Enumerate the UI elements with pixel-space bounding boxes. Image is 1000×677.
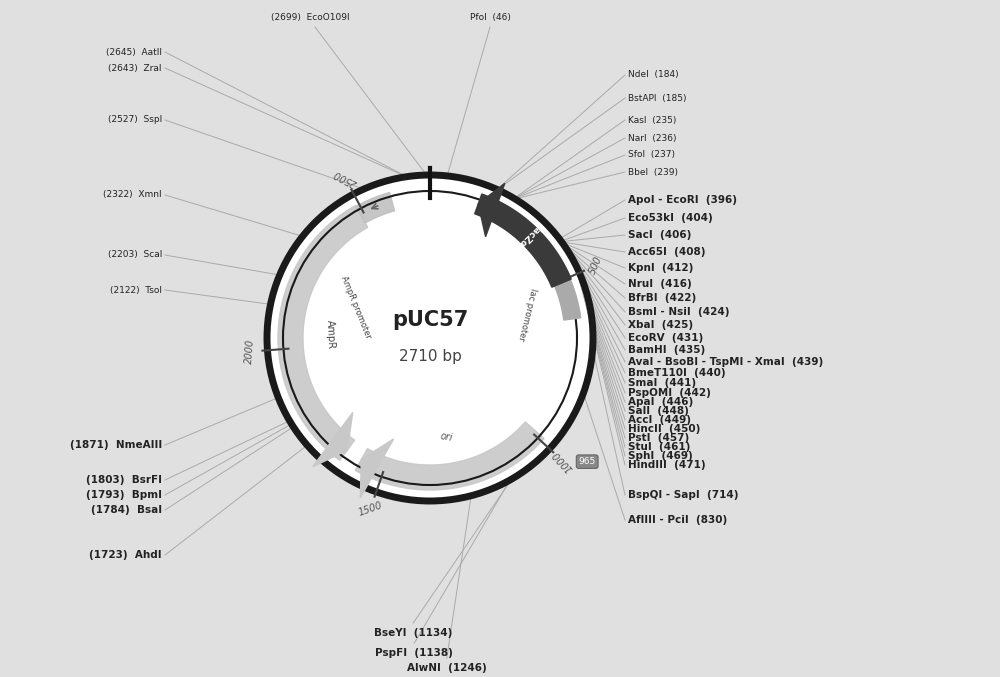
- Text: BspQI - SapI  (714): BspQI - SapI (714): [628, 490, 738, 500]
- Text: BstAPI  (185): BstAPI (185): [628, 93, 686, 102]
- Polygon shape: [478, 183, 505, 237]
- Polygon shape: [355, 422, 544, 490]
- Text: (2699)  EcoO109I: (2699) EcoO109I: [271, 13, 349, 22]
- Text: PspFI  (1138): PspFI (1138): [375, 648, 453, 658]
- Text: HincII  (450): HincII (450): [628, 424, 700, 434]
- Text: NarI  (236): NarI (236): [628, 133, 676, 142]
- Text: 500: 500: [588, 255, 604, 276]
- Text: PstI  (457): PstI (457): [628, 433, 689, 443]
- Text: SalI  (448): SalI (448): [628, 406, 689, 416]
- Text: (2122)  TsoI: (2122) TsoI: [110, 286, 162, 294]
- Text: ori: ori: [439, 431, 454, 443]
- Text: AlwNI  (1246): AlwNI (1246): [407, 663, 487, 673]
- Text: pUC57: pUC57: [392, 310, 468, 330]
- Text: StuI  (461): StuI (461): [628, 442, 690, 452]
- Polygon shape: [278, 206, 368, 460]
- Text: Eco53kI  (404): Eco53kI (404): [628, 213, 713, 223]
- Text: ApoI - EcoRI  (396): ApoI - EcoRI (396): [628, 195, 737, 205]
- Text: (1793)  BpmI: (1793) BpmI: [86, 490, 162, 500]
- Text: BseYI  (1134): BseYI (1134): [374, 628, 452, 638]
- Text: EcoRV  (431): EcoRV (431): [628, 333, 703, 343]
- Polygon shape: [356, 192, 395, 223]
- Text: (2645)  AatII: (2645) AatII: [106, 47, 162, 56]
- Text: PfoI  (46): PfoI (46): [470, 13, 510, 22]
- Text: AmpR promoter: AmpR promoter: [339, 275, 373, 341]
- Text: (1784)  BsaI: (1784) BsaI: [91, 505, 162, 515]
- Text: KasI  (235): KasI (235): [628, 116, 676, 125]
- Text: (1723)  AhdI: (1723) AhdI: [89, 550, 162, 560]
- Text: BfrBI  (422): BfrBI (422): [628, 293, 696, 303]
- Text: Acc65I  (408): Acc65I (408): [628, 247, 706, 257]
- Polygon shape: [313, 412, 353, 466]
- Text: BmeT110I  (440): BmeT110I (440): [628, 368, 726, 378]
- Text: AmpR: AmpR: [324, 319, 336, 349]
- Text: BamHI  (435): BamHI (435): [628, 345, 705, 355]
- Text: KpnI  (412): KpnI (412): [628, 263, 693, 273]
- Text: lac promoter: lac promoter: [516, 287, 538, 342]
- Polygon shape: [475, 194, 571, 287]
- Text: AvaI - BsoBI - TspMI - XmaI  (439): AvaI - BsoBI - TspMI - XmaI (439): [628, 357, 823, 367]
- Text: 2000: 2000: [244, 338, 255, 364]
- Text: (2527)  SspI: (2527) SspI: [108, 116, 162, 125]
- Text: (2203)  ScaI: (2203) ScaI: [108, 250, 162, 259]
- Text: SfoI  (237): SfoI (237): [628, 150, 675, 160]
- Text: HindIII  (471): HindIII (471): [628, 460, 706, 470]
- Text: 2500: 2500: [332, 168, 359, 188]
- Text: (2322)  XmnI: (2322) XmnI: [103, 190, 162, 200]
- Text: 1500: 1500: [357, 500, 384, 518]
- Text: XbaI  (425): XbaI (425): [628, 320, 693, 330]
- Text: BbeI  (239): BbeI (239): [628, 167, 678, 177]
- Text: PspOMI  (442): PspOMI (442): [628, 388, 711, 398]
- Text: BsmI - NsiI  (424): BsmI - NsiI (424): [628, 307, 730, 317]
- Text: lacZα: lacZα: [516, 222, 542, 248]
- Polygon shape: [555, 280, 581, 320]
- Text: SmaI  (441): SmaI (441): [628, 378, 696, 388]
- Text: NdeI  (184): NdeI (184): [628, 70, 679, 79]
- Text: (2643)  ZraI: (2643) ZraI: [108, 64, 162, 72]
- Text: NruI  (416): NruI (416): [628, 279, 692, 289]
- Text: SphI  (469): SphI (469): [628, 451, 693, 461]
- Text: 2710 bp: 2710 bp: [399, 349, 461, 364]
- Text: (1803)  BsrFI: (1803) BsrFI: [86, 475, 162, 485]
- Text: 1000: 1000: [551, 448, 575, 474]
- Text: AflIII - PciI  (830): AflIII - PciI (830): [628, 515, 727, 525]
- Text: ApaI  (446): ApaI (446): [628, 397, 693, 407]
- Polygon shape: [360, 439, 394, 498]
- Text: (1871)  NmeAIII: (1871) NmeAIII: [70, 440, 162, 450]
- Text: AccI  (449): AccI (449): [628, 415, 691, 425]
- Text: 965: 965: [579, 457, 596, 466]
- Text: SacI  (406): SacI (406): [628, 230, 691, 240]
- Circle shape: [267, 175, 593, 501]
